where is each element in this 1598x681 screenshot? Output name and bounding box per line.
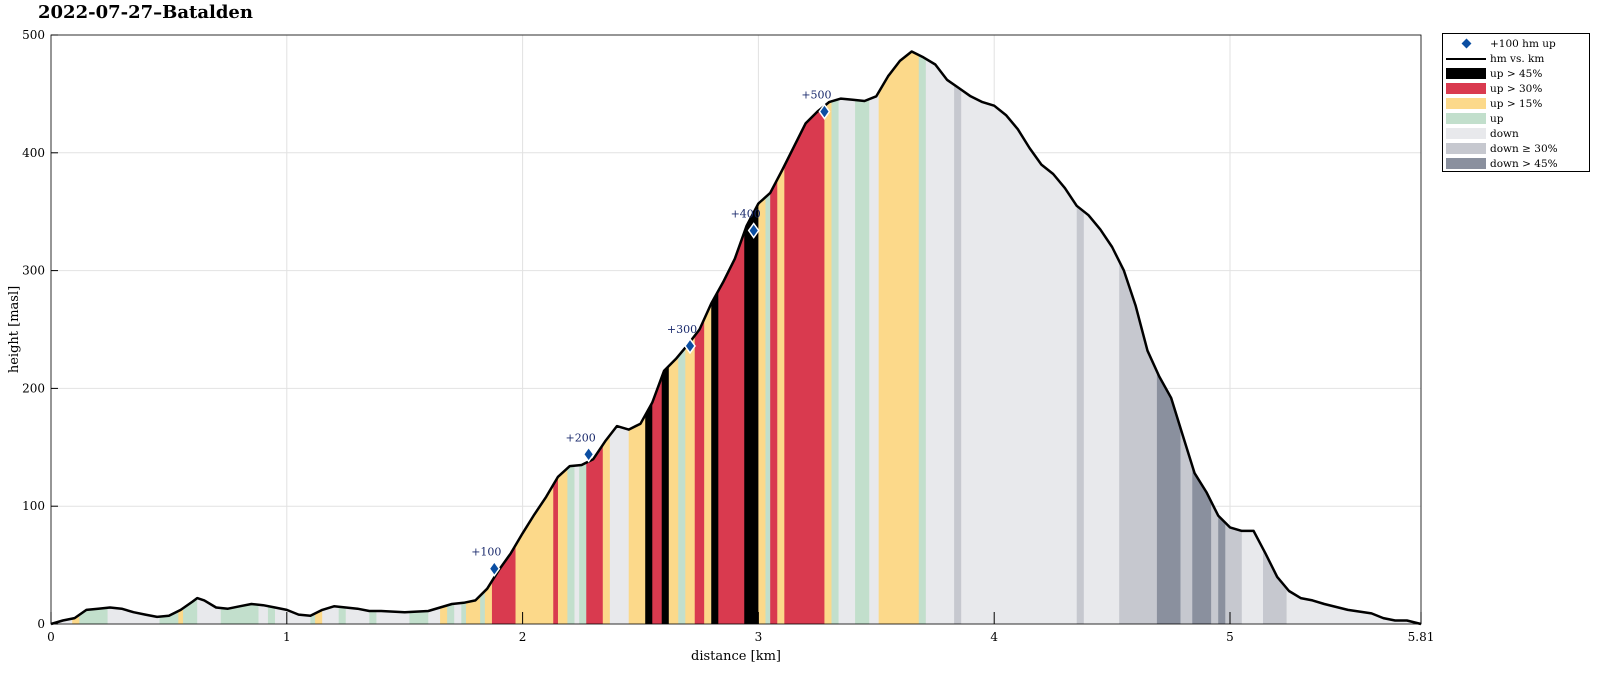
marker-diamond — [488, 560, 501, 577]
marker-label: +500 — [801, 89, 831, 102]
x-tick-label: 4 — [990, 630, 998, 644]
marker-label: +100 — [471, 546, 501, 559]
legend-label: +100 hm up — [1490, 37, 1556, 50]
segment-up-gt-15 — [878, 51, 920, 624]
legend-entry: down — [1443, 126, 1589, 141]
segment-up — [918, 51, 927, 624]
legend-entry: down > 45% — [1443, 156, 1589, 171]
x-tick-label: 5 — [1226, 630, 1234, 644]
y-tick-label: 200 — [22, 381, 45, 395]
legend-swatch — [1446, 128, 1486, 139]
segment-up — [855, 51, 870, 624]
marker-diamond — [747, 222, 760, 239]
legend-entry: up — [1443, 111, 1589, 126]
segment-down — [869, 51, 880, 624]
segment-up-gt-15 — [704, 51, 712, 624]
legend-entry: up > 15% — [1443, 96, 1589, 111]
legend-swatch — [1446, 38, 1486, 49]
legend-swatch — [1446, 98, 1486, 109]
marker-label: +200 — [566, 431, 596, 444]
legend-swatch — [1446, 158, 1486, 169]
legend-label: down ≥ 30% — [1490, 142, 1558, 155]
x-axis-label: distance [km] — [691, 649, 781, 664]
legend-swatch — [1446, 113, 1486, 124]
segment-down-ge-30 — [954, 51, 962, 624]
y-tick-label: 300 — [22, 264, 45, 278]
legend-entry: down ≥ 30% — [1443, 141, 1589, 156]
segment-down — [838, 51, 856, 624]
segment-up-gt-15 — [758, 51, 766, 624]
marker-label: +300 — [667, 323, 697, 336]
legend-swatch — [1446, 53, 1486, 64]
legend-label: down > 45% — [1490, 157, 1558, 170]
marker-label: +400 — [731, 208, 761, 221]
segment-up-gt-45 — [711, 51, 719, 624]
x-tick-label: 1 — [283, 630, 291, 644]
markers: +100 +200 +300 +400 +500 — [471, 89, 832, 577]
legend-label: up — [1490, 112, 1504, 125]
legend-swatch — [1446, 83, 1486, 94]
y-tick-label: 0 — [37, 617, 45, 631]
legend-entry: +100 hm up — [1443, 36, 1589, 51]
axes: 0 1 2 3 4 5 5.81 0 100 200 300 400 500 — [22, 28, 1434, 644]
x-tick-label: 5.81 — [1408, 630, 1435, 644]
legend-entry: up > 45% — [1443, 66, 1589, 81]
legend-swatch — [1446, 143, 1486, 154]
legend-label: up > 30% — [1490, 82, 1543, 95]
y-tick-label: 400 — [22, 146, 45, 160]
legend-entry: up > 30% — [1443, 81, 1589, 96]
segment-down-ge-30 — [1076, 51, 1085, 624]
legend-entry: hm vs. km — [1443, 51, 1589, 66]
marker-diamond — [684, 337, 696, 355]
segment-up-gt-15 — [777, 51, 785, 624]
y-tick-label: 500 — [22, 28, 45, 42]
legend-swatch — [1446, 68, 1486, 79]
chart-title: 2022-07-27–Batalden — [38, 2, 253, 23]
segment-up — [831, 51, 839, 624]
y-tick-label: 100 — [22, 499, 45, 513]
marker-diamond — [582, 446, 595, 463]
x-tick-label: 2 — [519, 630, 527, 644]
legend-label: hm vs. km — [1490, 52, 1545, 65]
segment-down — [925, 51, 955, 624]
y-axis-label: height [masl] — [7, 286, 22, 373]
axes-box — [50, 34, 1422, 625]
legend-label: up > 15% — [1490, 97, 1543, 110]
x-tick-label: 0 — [47, 630, 55, 644]
legend-label: down — [1490, 127, 1519, 140]
x-tick-label: 3 — [755, 630, 763, 644]
marker-diamond — [818, 103, 831, 120]
segment-up — [765, 51, 771, 624]
segment-up-gt-30 — [694, 51, 705, 624]
segment-up-gt-30 — [770, 51, 778, 624]
profile-line — [50, 50, 1422, 626]
legend-label: up > 45% — [1490, 67, 1543, 80]
legend: +100 hm up hm vs. km up > 45% up > 30% up > … — [1442, 33, 1590, 172]
segment-up-gt-15 — [824, 51, 832, 624]
